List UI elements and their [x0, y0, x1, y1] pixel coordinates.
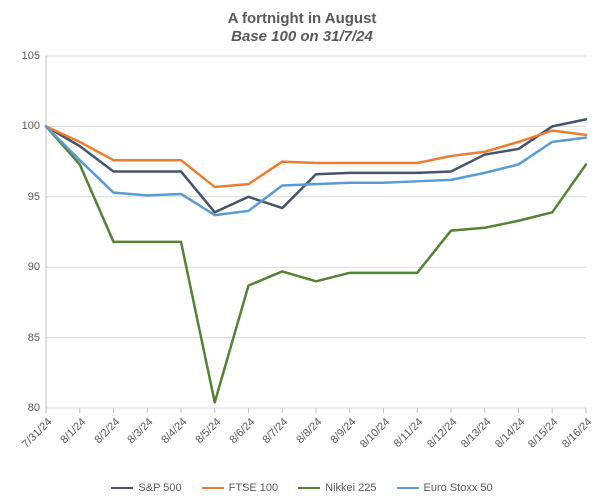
legend-item: S&P 500	[111, 482, 181, 494]
y-tick-label: 85	[10, 332, 40, 344]
series-line	[46, 119, 586, 212]
legend-label: FTSE 100	[229, 482, 279, 494]
y-tick-label: 80	[10, 402, 40, 414]
y-tick-label: 95	[10, 191, 40, 203]
legend-swatch	[298, 487, 320, 489]
series-line	[46, 126, 586, 187]
y-tick-label: 100	[10, 120, 40, 132]
legend-item: Nikkei 225	[298, 482, 376, 494]
legend-swatch	[111, 487, 133, 489]
line-chart: A fortnight in August Base 100 on 31/7/2…	[0, 0, 604, 500]
chart-legend: S&P 500 FTSE 100 Nikkei 225 Euro Stoxx 50	[0, 480, 604, 494]
legend-item: FTSE 100	[202, 482, 279, 494]
legend-label: Euro Stoxx 50	[424, 482, 493, 494]
legend-item: Euro Stoxx 50	[397, 482, 493, 494]
legend-label: S&P 500	[138, 482, 181, 494]
y-tick-label: 105	[10, 50, 40, 62]
legend-label: Nikkei 225	[325, 482, 376, 494]
y-tick-label: 90	[10, 261, 40, 273]
legend-swatch	[397, 487, 419, 489]
legend-swatch	[202, 487, 224, 489]
